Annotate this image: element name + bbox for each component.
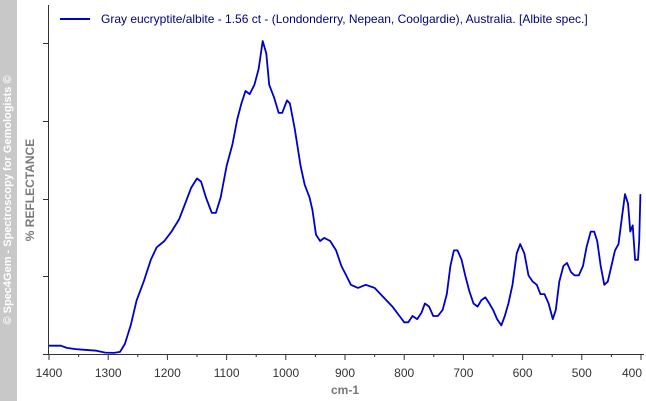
x-axis-label: cm-1 — [331, 383, 359, 397]
series-group — [49, 40, 642, 354]
y-axis-ticks — [43, 43, 49, 355]
x-tick-label: 1400 — [36, 366, 63, 380]
x-tick-label: 800 — [394, 366, 414, 380]
x-tick-label: 1300 — [95, 366, 122, 380]
legend-label: Gray eucryptite/albite - 1.56 ct - (Lond… — [101, 12, 588, 26]
x-tick-label: 500 — [572, 366, 592, 380]
x-tick-label: 1200 — [154, 366, 181, 380]
x-tick-label: 400 — [622, 366, 642, 380]
x-tick-label: 1100 — [214, 366, 240, 380]
watermark-bar: © Spec4Gem - Spectroscopy for Gemologist… — [0, 0, 17, 401]
x-tick-label: 1000 — [272, 366, 299, 380]
legend: Gray eucryptite/albite - 1.56 ct - (Lond… — [60, 12, 588, 26]
x-axis-ticks: 1400 1300 1200 1100 1000 900 800 700 600 500 400 — [36, 354, 642, 380]
x-tick-label: 700 — [453, 366, 473, 380]
axes — [48, 5, 644, 355]
x-tick-label: 600 — [513, 366, 533, 380]
series-line — [49, 40, 642, 354]
x-tick-label: 900 — [335, 366, 355, 380]
